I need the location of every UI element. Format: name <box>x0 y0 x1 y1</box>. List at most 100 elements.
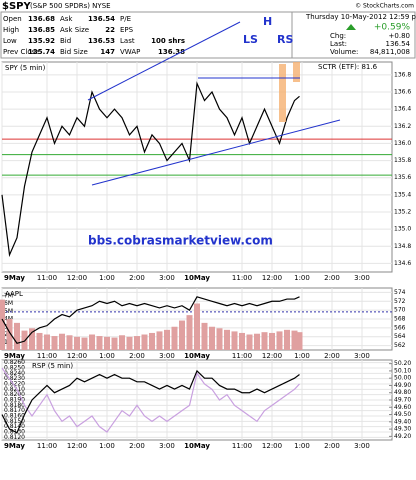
field-value: 136.68 <box>28 15 55 23</box>
y-tick-label: 0.8190 <box>4 397 25 404</box>
x-tick-label: 9May <box>4 442 25 450</box>
volume-bar <box>171 326 178 350</box>
x-tick-label: 12:00 <box>67 442 87 450</box>
x-tick-label: 11:00 <box>232 274 252 282</box>
quote-fields: Open 136.68 Ask 136.54 P/E High 136.85 Ask Size… <box>3 15 185 56</box>
volume-bar <box>291 330 298 350</box>
x-tick-label: 11:00 <box>37 442 57 450</box>
y-tick-label: 574 <box>394 289 406 296</box>
volume-bar <box>134 336 140 350</box>
field-value: 22 <box>105 26 115 34</box>
volume-bar <box>29 328 35 350</box>
y-tick-label: 135.8 <box>394 157 411 164</box>
x-tick-label: 3:00 <box>354 442 370 450</box>
trendline <box>91 119 341 186</box>
x-tick-label: 9May <box>4 352 25 360</box>
field-label: Low <box>3 37 17 45</box>
y-tick-label: 135.4 <box>394 191 411 198</box>
y-tick-label: 134.6 <box>394 260 411 267</box>
y-tick-label: 49.20 <box>394 433 411 440</box>
x-tick-label: 1:00 <box>99 442 115 450</box>
security-name: (S&P 500 SPDRs) NYSE <box>30 2 111 10</box>
chg: +0.80 <box>389 32 410 40</box>
x-tick-label: 2:00 <box>324 442 340 450</box>
volume-bar <box>284 329 290 350</box>
volume-bar <box>36 332 43 350</box>
volume-bar <box>261 332 268 350</box>
panel-title: RSP (5 min) <box>32 362 73 370</box>
y-tick-label: 49.80 <box>394 389 411 396</box>
volume-bar <box>156 331 163 350</box>
panel-title: SPY (5 min) <box>5 64 46 72</box>
y-tick-label: 50.10 <box>394 367 411 374</box>
y-tick-label: 0.8170 <box>4 407 25 414</box>
y-tick-label: 562 <box>394 342 406 349</box>
x-tick-label: 10May <box>184 352 210 360</box>
volume-bar <box>149 332 155 350</box>
volume-bar <box>141 334 148 350</box>
y-tick-label: 0.8160 <box>4 413 25 420</box>
volume-bar <box>216 328 223 350</box>
y-tick-label: 136.0 <box>394 140 411 147</box>
y-tick-label: 49.70 <box>394 397 411 404</box>
x-tick-label: 12:00 <box>262 442 282 450</box>
y-tick-label: 0.8200 <box>4 391 25 398</box>
x-tick-label: 12:00 <box>262 352 282 360</box>
field-label: High <box>3 26 19 34</box>
y-tick-label: 0.8260 <box>4 359 25 366</box>
y-tick-label: 0.8180 <box>4 402 25 409</box>
volume-bar <box>81 337 88 350</box>
field-label: Bid Size <box>60 48 88 56</box>
volume-bar <box>66 335 73 350</box>
change-pct: +0.59% <box>374 23 411 33</box>
y-tick-label: 0.8120 <box>4 434 25 441</box>
volume-bar <box>89 334 95 350</box>
volume-bar <box>59 333 65 350</box>
field-value: 136.54 <box>88 15 115 23</box>
y-tick-label: 0.8140 <box>4 423 25 430</box>
x-tick-label: 2:00 <box>324 274 340 282</box>
up-arrow <box>346 24 356 30</box>
x-tick-label: 3:00 <box>159 442 175 450</box>
volume-bar <box>74 336 80 350</box>
y-tick-label: 135.6 <box>394 174 411 181</box>
x-tick-label: 3:00 <box>159 352 175 360</box>
y-tick-label: 568 <box>394 316 406 323</box>
y-tick-label: 136.6 <box>394 89 411 96</box>
y-tick-label: 7M <box>4 292 13 299</box>
x-tick-label: 10May <box>184 274 210 282</box>
y-tick-label: 136.8 <box>394 71 411 78</box>
x-tick-label: 10May <box>184 442 210 450</box>
volume-bar <box>296 332 303 350</box>
field-value: 135.92 <box>28 37 55 45</box>
volume-bar <box>126 336 133 350</box>
y-tick-label: 49.30 <box>394 426 411 433</box>
x-tick-label: 3:00 <box>354 274 370 282</box>
x-tick-label: 9May <box>4 274 25 282</box>
charts: 9May 11:00 12:00 1:00 2:00 3:00 10May 11:00 12:0… <box>0 61 411 450</box>
trendline <box>87 21 241 101</box>
y-tick-label: 570 <box>394 307 406 314</box>
date: Thursday 10-May-2012 12:59 pm <box>305 13 416 21</box>
field-label: EPS <box>120 26 134 34</box>
y-tick-label: 50.20 <box>394 360 411 367</box>
volume-bar <box>6 319 13 350</box>
volume-bar <box>51 336 58 350</box>
price-line <box>1 296 300 345</box>
x-tick-label: 3:00 <box>159 274 175 282</box>
volume-bar <box>194 303 200 350</box>
y-tick-label: 50.00 <box>394 375 411 382</box>
source: © StockCharts.com <box>355 3 414 10</box>
price-line <box>1 367 300 433</box>
x-tick-label: 2:00 <box>129 274 145 282</box>
price-line <box>1 369 300 434</box>
highlight <box>279 64 286 122</box>
y-tick-label: 0.8150 <box>4 418 25 425</box>
y-tick-label: 0.8250 <box>4 365 25 372</box>
field-label: Open <box>3 15 22 23</box>
price-line <box>1 81 300 258</box>
x-tick-label: 12:00 <box>67 274 87 282</box>
x-tick-label: 1:00 <box>294 352 310 360</box>
x-tick-label: 1:00 <box>99 274 115 282</box>
volume-bar <box>231 331 238 350</box>
